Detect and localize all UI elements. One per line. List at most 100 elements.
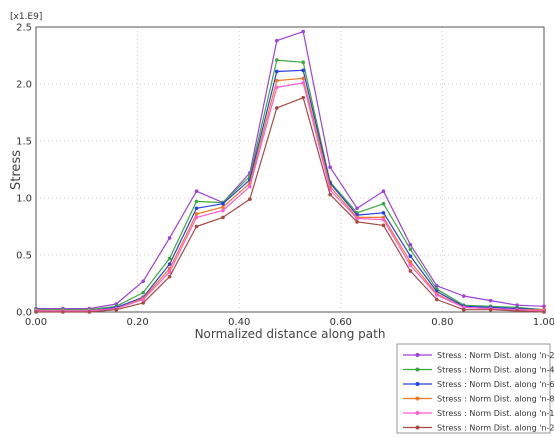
data-point (141, 297, 145, 302)
data-point (141, 301, 145, 305)
data-point (274, 78, 279, 83)
legend-label: Stress : Norm Dist. along 'n-6' (437, 380, 554, 389)
data-point (167, 274, 172, 279)
x-tick-label: 0.00 (25, 317, 47, 328)
series-path (36, 97, 545, 313)
data-point (542, 304, 546, 309)
data-point (274, 38, 279, 43)
data-point (274, 69, 279, 74)
data-point (355, 220, 359, 224)
y-tick-label: 0.5 (16, 251, 32, 262)
data-point (114, 307, 119, 312)
legend-item: Stress : Norm Dist. along 'n-4' (403, 366, 554, 375)
data-point (194, 189, 199, 193)
data-point (34, 310, 38, 314)
data-point (274, 58, 279, 62)
legend-box (396, 343, 551, 434)
data-point (408, 254, 413, 258)
data-point (381, 211, 386, 215)
data-point (194, 212, 199, 216)
data-point (381, 189, 386, 193)
data-point (355, 206, 359, 211)
data-point (248, 197, 252, 201)
legend-item: Stress : Norm Dist. along 'n-20' (403, 424, 554, 433)
data-point (408, 269, 413, 273)
data-point (301, 68, 306, 73)
y-tick-label: 2.5 (16, 23, 32, 34)
tick-labels: 0.00 0.20 0.40 0.60 0.80 1.00 0.0 0.5 1.0 1.5 2.0 2… (16, 23, 554, 329)
legend-item: Stress : Norm Dist. along 'n-2' (403, 351, 554, 360)
legend-label: Stress : Norm Dist. along 'n-10' (437, 409, 554, 418)
data-point (167, 236, 172, 240)
data-point (435, 297, 439, 302)
data-point (515, 309, 519, 313)
data-point (274, 106, 279, 110)
data-point (141, 279, 145, 284)
legend-item: Stress : Norm Dist. along 'n-8' (403, 395, 554, 404)
grid (36, 27, 544, 312)
series-group (34, 29, 546, 314)
legend-swatch-marker (415, 396, 420, 401)
data-point (408, 242, 413, 247)
y-multiplier-label: [x1.E9] (10, 12, 42, 22)
data-point (194, 199, 199, 204)
data-point (381, 223, 386, 228)
series-path (36, 82, 545, 312)
data-point (381, 217, 386, 222)
legend: Stress : Norm Dist. along 'n-2' Stress : … (396, 343, 554, 434)
data-point (461, 294, 466, 298)
data-point (141, 290, 145, 295)
data-point (301, 81, 306, 85)
legend-swatch-marker (415, 353, 420, 357)
legend-swatch-marker (415, 411, 420, 415)
legend-label: Stress : Norm Dist. along 'n-2' (437, 351, 554, 360)
series-path (36, 31, 545, 310)
series-path (36, 69, 545, 312)
data-point (355, 216, 359, 221)
data-point (328, 192, 332, 197)
data-point (87, 310, 92, 314)
data-point (194, 206, 199, 211)
legend-label: Stress : Norm Dist. along 'n-4' (437, 366, 554, 375)
legend-item: Stress : Norm Dist. along 'n-6' (403, 380, 554, 389)
data-point (301, 60, 306, 65)
data-point (408, 263, 413, 268)
data-point (167, 256, 172, 261)
data-point (221, 215, 225, 220)
legend-swatch-marker (415, 425, 420, 430)
data-point (194, 215, 199, 220)
data-point (328, 165, 332, 170)
plot-frame (35, 26, 545, 313)
data-point (167, 270, 172, 274)
data-point (461, 307, 466, 312)
y-tick-label: 1.5 (16, 137, 32, 148)
x-axis-title: Normalized distance along path (195, 327, 386, 341)
series-line (34, 95, 546, 314)
x-tick-label: 0.80 (431, 317, 453, 328)
series-path (36, 59, 545, 311)
data-point (248, 184, 252, 189)
y-tick-label: 0.0 (16, 308, 32, 319)
data-point (301, 95, 306, 100)
x-tick-label: 0.20 (126, 317, 148, 328)
data-point (408, 247, 413, 252)
legend-label: Stress : Norm Dist. along 'n-20' (437, 424, 554, 433)
x-tick-label: 0.40 (228, 317, 250, 328)
legend-swatch-marker (415, 382, 420, 386)
data-point (435, 293, 439, 297)
data-point (488, 298, 493, 303)
data-point (301, 76, 306, 81)
y-tick-label: 1.0 (16, 194, 32, 205)
data-point (435, 283, 439, 288)
data-point (221, 201, 225, 206)
legend-label: Stress : Norm Dist. along 'n-8' (437, 395, 554, 404)
data-point (194, 224, 199, 229)
data-point (61, 310, 65, 314)
data-point (381, 201, 386, 206)
data-point (221, 205, 225, 209)
legend-swatch-marker (415, 367, 420, 372)
y-tick-label: 2.0 (16, 80, 32, 91)
data-point (488, 307, 493, 312)
axes (35, 26, 545, 313)
